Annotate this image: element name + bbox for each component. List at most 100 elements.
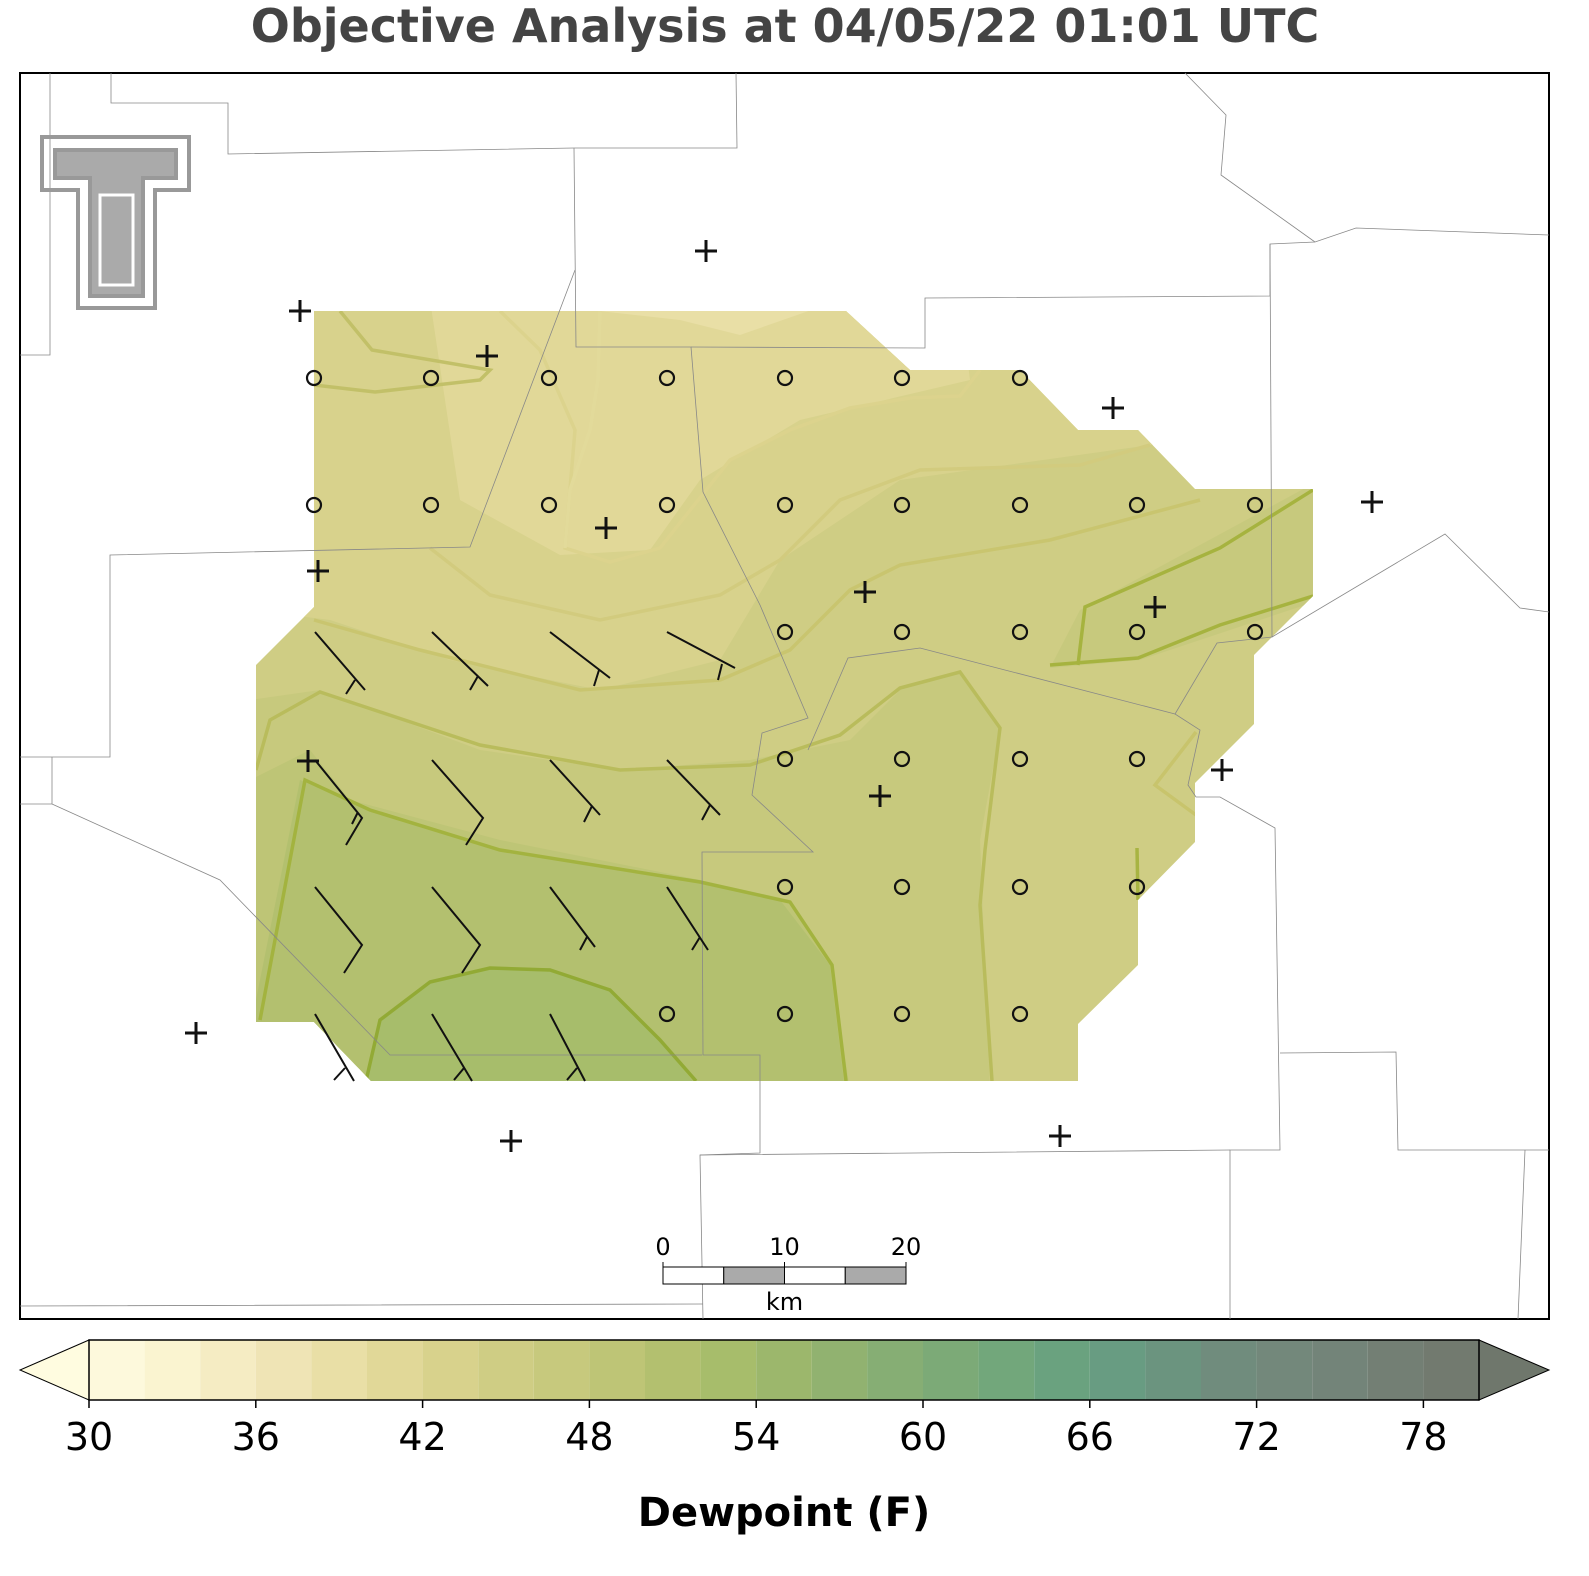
colorbar-bin — [367, 1340, 423, 1400]
colorbar-bin — [756, 1340, 812, 1400]
station-circle — [540, 496, 558, 514]
station-plus — [595, 517, 617, 539]
colorbar-outline — [88, 1339, 1480, 1401]
station-plus — [500, 1130, 522, 1152]
station-circle — [1011, 623, 1029, 641]
station-circle — [1128, 878, 1146, 896]
colorbar-tick-label: 60 — [899, 1415, 947, 1459]
station-plus — [1102, 397, 1124, 419]
colorbar-bin — [867, 1340, 923, 1400]
station-circle — [540, 369, 558, 387]
colorbar-bin — [589, 1340, 645, 1400]
title: Objective Analysis at 04/05/22 01:01 UTC — [251, 0, 1320, 53]
station-circle — [776, 878, 794, 896]
station-plus — [476, 345, 498, 367]
station-circle — [776, 750, 794, 768]
station-circle — [1011, 369, 1029, 387]
colorbar-bin — [1089, 1340, 1146, 1400]
scale-segment — [723, 1266, 785, 1285]
colorbar-bin — [311, 1340, 367, 1400]
scale-label: 20 — [891, 1233, 922, 1261]
scale-label: 0 — [655, 1233, 670, 1261]
station-circle — [1246, 623, 1264, 641]
colorbar-bin — [144, 1340, 201, 1400]
scale-bar: 0 10 20 km — [655, 1233, 921, 1316]
colorbar-tick-label: 72 — [1232, 1415, 1280, 1459]
colorbar-bin — [700, 1340, 757, 1400]
colorbar-tick-label: 78 — [1399, 1415, 1447, 1459]
station-circle — [1128, 750, 1146, 768]
colorbar-bin — [478, 1340, 534, 1400]
station-circle — [893, 1005, 911, 1023]
colorbar-bin — [645, 1340, 701, 1400]
scale-label: 10 — [769, 1233, 800, 1261]
stations — [185, 240, 1383, 1152]
colorbar-tick-label: 48 — [565, 1415, 613, 1459]
scale-segment — [662, 1266, 725, 1285]
station-circle — [1128, 496, 1146, 514]
station-circle — [1128, 623, 1146, 641]
station-circle — [776, 623, 794, 641]
scale-segment — [784, 1266, 846, 1285]
station-circle — [1011, 878, 1029, 896]
county-lines — [19, 72, 1550, 1320]
scale-segment — [844, 1266, 907, 1285]
colorbar-under — [18, 1339, 90, 1401]
station-plus — [297, 750, 319, 772]
station-circle — [776, 1005, 794, 1023]
station-circle — [776, 369, 794, 387]
colorbar-bin — [89, 1340, 145, 1400]
colorbar-tick-label: 66 — [1066, 1415, 1114, 1459]
colorbar-label: Dewpoint (F) — [638, 1490, 931, 1536]
station-plus — [695, 240, 717, 262]
station-circle — [1011, 750, 1029, 768]
station-plus — [185, 1022, 207, 1044]
station-circle — [422, 496, 440, 514]
station-circle — [1246, 496, 1264, 514]
colorbar-bin — [1201, 1340, 1257, 1400]
colorbar-bin — [422, 1340, 479, 1400]
station-circle — [658, 369, 676, 387]
colorbar-tick-label: 30 — [65, 1415, 113, 1459]
colorbar-bin — [1034, 1340, 1090, 1400]
station-circle — [422, 369, 440, 387]
station-plus — [289, 300, 311, 322]
station-circle — [893, 878, 911, 896]
colorbar-bin — [1367, 1340, 1424, 1400]
station-plus — [869, 785, 891, 807]
logo — [40, 135, 191, 310]
station-plus — [1049, 1125, 1071, 1147]
colorbar-bin — [978, 1340, 1035, 1400]
wind-barbs — [314, 631, 736, 1082]
colorbar-bin — [811, 1340, 868, 1400]
colorbar-over — [1478, 1339, 1551, 1401]
station-circle — [1011, 1005, 1029, 1023]
colorbar-bin — [1423, 1340, 1479, 1400]
colorbar-bin — [1312, 1340, 1368, 1400]
station-plus — [307, 560, 329, 582]
station-circle — [305, 369, 323, 387]
station-circle — [893, 750, 911, 768]
station-plus — [854, 581, 876, 603]
station-plus — [1211, 759, 1233, 781]
colorbar: 30 36 42 48 54 60 66 72 78 Dewpoint (F) — [18, 1339, 1551, 1536]
station-plus — [1144, 596, 1166, 618]
colorbar-bin — [1256, 1340, 1313, 1400]
colorbar-bin — [533, 1340, 590, 1400]
colorbar-tick-label: 54 — [732, 1415, 780, 1459]
station-circle — [658, 496, 676, 514]
colorbar-bin — [255, 1340, 312, 1400]
colorbar-bin — [1145, 1340, 1201, 1400]
station-circle — [305, 496, 323, 514]
station-circle — [893, 369, 911, 387]
colorbar-bin — [923, 1340, 979, 1400]
colorbar-tick-label: 36 — [232, 1415, 280, 1459]
station-circle — [776, 496, 794, 514]
station-circle — [658, 1005, 676, 1023]
scale-unit: km — [766, 1288, 803, 1316]
colorbar-tick-label: 42 — [398, 1415, 446, 1459]
station-circle — [893, 496, 911, 514]
station-circle — [1011, 496, 1029, 514]
analysis-fill — [256, 311, 1313, 1081]
